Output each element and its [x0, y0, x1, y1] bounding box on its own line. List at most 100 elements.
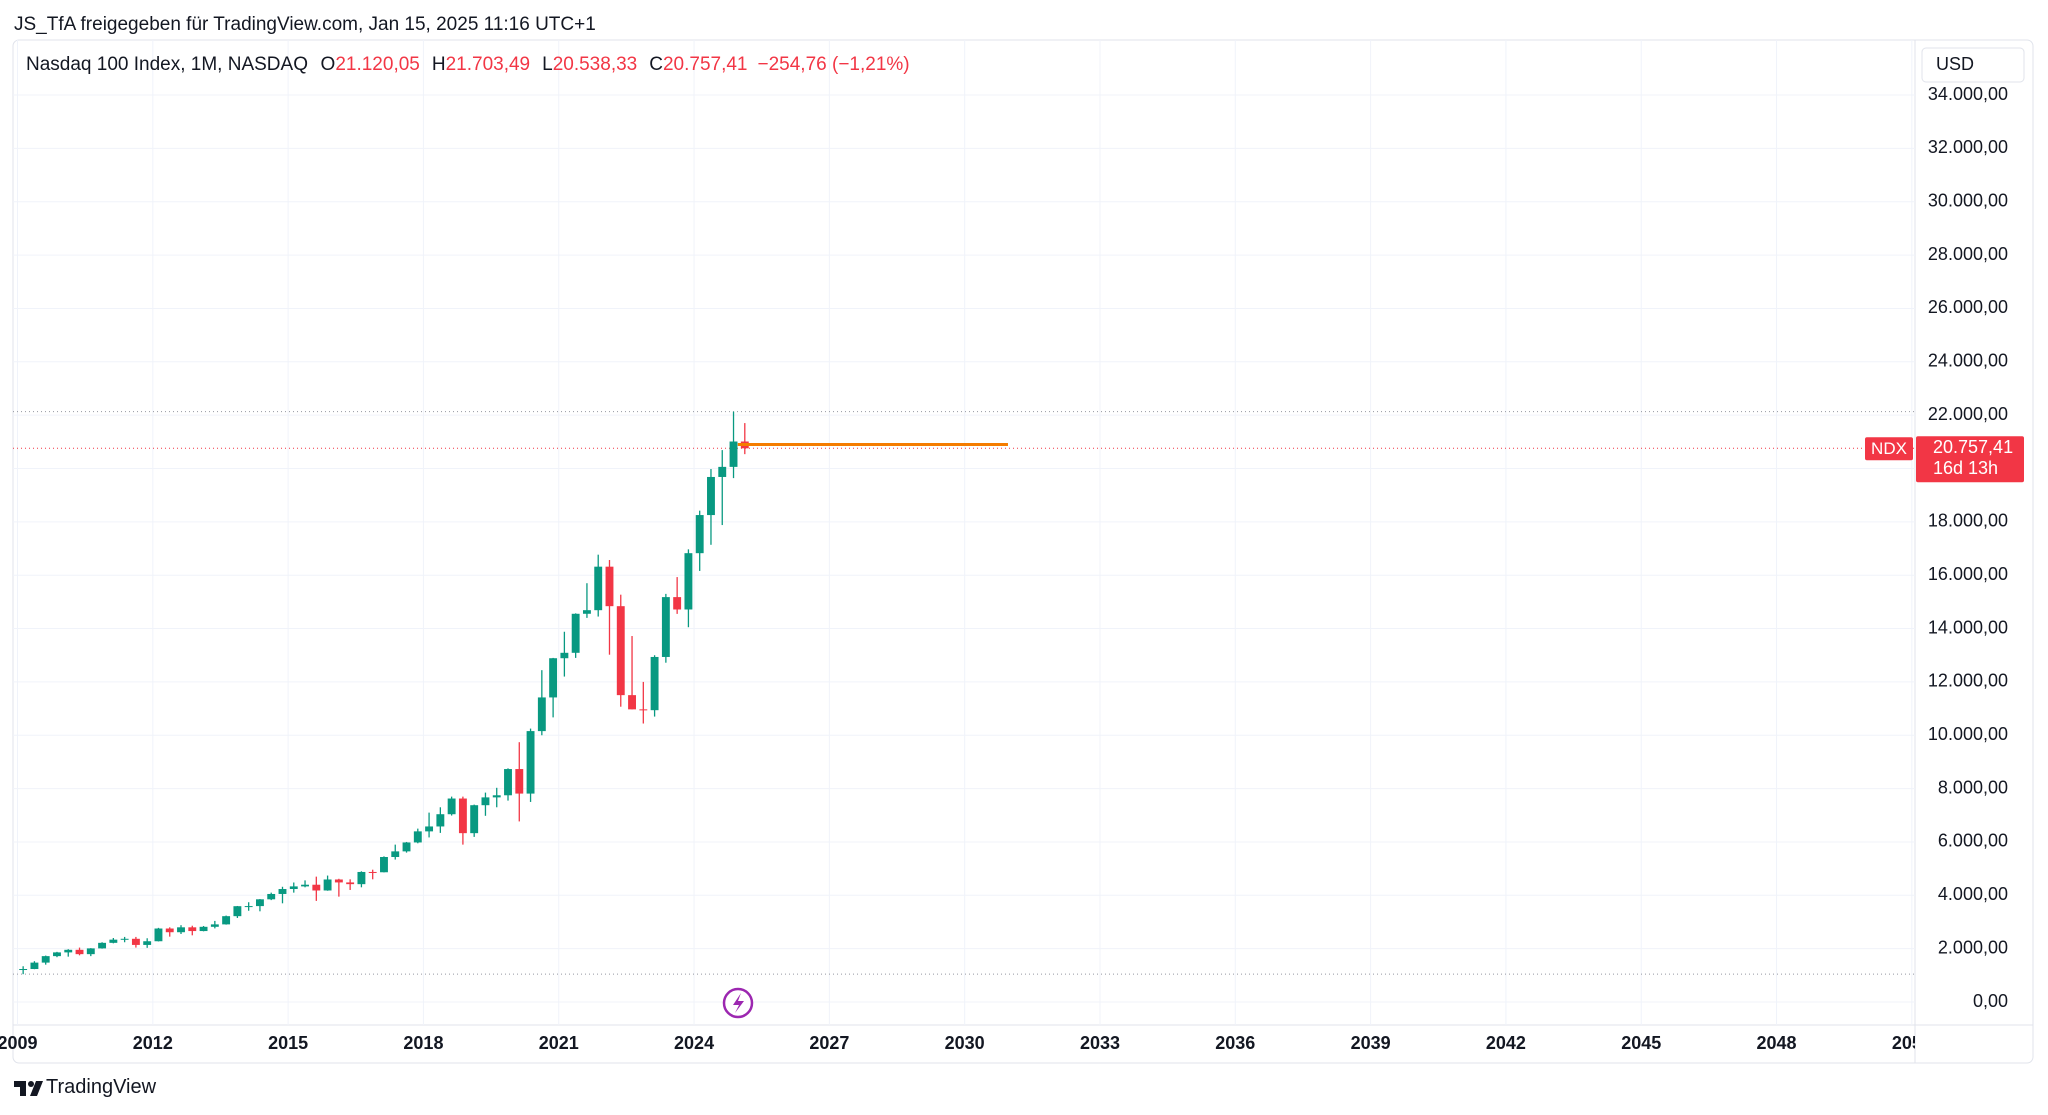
- candle-body: [86, 948, 95, 955]
- candle-body: [571, 613, 580, 653]
- candle-body: [673, 597, 682, 610]
- price-label: 20.757,41: [1933, 437, 2013, 457]
- marks: [13, 411, 1915, 975]
- x-tick-label: 2018: [403, 1033, 443, 1053]
- candle-body: [605, 566, 614, 607]
- candle-body: [639, 709, 648, 711]
- candle-body: [537, 697, 546, 732]
- legend-key: L: [542, 54, 553, 75]
- candle-body: [628, 695, 636, 710]
- candle-body: [143, 941, 152, 945]
- candle-body: [718, 466, 727, 477]
- legend-value: 21.703,49: [445, 54, 531, 75]
- candle-body: [492, 795, 501, 798]
- legend-key: O: [320, 54, 336, 75]
- tradingview-logo: [14, 1081, 43, 1096]
- x-tick-label: 2012: [133, 1033, 173, 1053]
- y-tick-label: 30.000,00: [1928, 191, 2008, 211]
- candle-body: [301, 884, 309, 887]
- y-tick-label: 4.000,00: [1938, 884, 2008, 904]
- candle-body: [526, 731, 535, 794]
- candle-body: [312, 884, 321, 891]
- legend-value: 20.538,33: [552, 54, 638, 75]
- y-tick-label: 34.000,00: [1928, 84, 2008, 104]
- y-tick-label: 12.000,00: [1928, 671, 2008, 691]
- legend: Nasdaq 100 Index, 1M, NASDAQ O21.120,05 H…: [26, 54, 920, 76]
- candle-body: [64, 949, 73, 953]
- candle-body: [582, 610, 591, 614]
- candle-body: [402, 842, 411, 852]
- alert-icon[interactable]: [722, 987, 754, 1019]
- y-tick-label: 2.000,00: [1938, 937, 2008, 957]
- y-tick-label: 14.000,00: [1928, 617, 2008, 637]
- x-tick-label: 2015: [268, 1033, 308, 1053]
- candle-body: [661, 597, 670, 657]
- x-tick-label: 2045: [1621, 1033, 1661, 1053]
- x-tick-label: 2048: [1757, 1033, 1797, 1053]
- candle-body: [210, 924, 219, 927]
- x-tick-label: 2033: [1080, 1033, 1120, 1053]
- candle-body: [515, 769, 524, 794]
- x-tick-label: 2051: [1892, 1033, 1932, 1053]
- x-tick-label: 2009: [0, 1033, 38, 1053]
- y-tick-label: 32.000,00: [1928, 137, 2008, 157]
- y-tick-label: 8.000,00: [1938, 777, 2008, 797]
- y-tick-label: 26.000,00: [1928, 297, 2008, 317]
- candle-body: [380, 857, 388, 873]
- candle-body: [154, 928, 163, 942]
- candle-body: [729, 441, 738, 467]
- candle-body: [368, 871, 377, 873]
- candle-body: [98, 942, 107, 949]
- axes: 0,00 2.000,00 4.000,00 6.000,00 8.000,00 10.0…: [0, 84, 2024, 1053]
- x-tick-label: 2039: [1351, 1033, 1391, 1053]
- x-tick-label: 2027: [809, 1033, 849, 1053]
- x-tick-label: 2030: [945, 1033, 985, 1053]
- candle-body: [165, 928, 174, 933]
- candle-body: [560, 652, 569, 659]
- candle-body: [177, 927, 185, 933]
- candle-body: [447, 798, 456, 815]
- y-tick-label: 16.000,00: [1928, 564, 2008, 584]
- legend-value: 20.757,41: [662, 54, 748, 75]
- x-tick-label: 2024: [674, 1033, 714, 1053]
- legend-value: 21.120,05: [335, 54, 420, 75]
- symbol-label: NDX: [1871, 439, 1907, 458]
- candle-body: [616, 606, 625, 696]
- symbol-title: Nasdaq 100 Index, 1M, NASDAQ: [26, 54, 308, 75]
- x-tick-labels: 2009 2012 2015 2018 2021 2024 2027 2030 2033 2036…: [0, 1033, 1932, 1053]
- symbol-badge: [1865, 437, 1913, 461]
- candle-body: [334, 879, 343, 883]
- candle-body: [436, 814, 445, 827]
- legend-change: −254,76 (−1,21%): [757, 54, 910, 75]
- candle-body: [684, 553, 693, 610]
- currency-box[interactable]: [1921, 47, 2025, 83]
- x-tick-label: 2036: [1215, 1033, 1255, 1053]
- candle-body: [549, 658, 558, 698]
- candle-body: [323, 879, 332, 891]
- candle-body: [53, 952, 61, 957]
- candle-body: [650, 656, 659, 711]
- candle-body: [346, 882, 355, 885]
- chart-frame: [12, 39, 2034, 1064]
- candle-body: [255, 899, 264, 907]
- candle-body: [278, 889, 287, 894]
- candle-body: [504, 769, 512, 796]
- footer: TradingView: [46, 1076, 157, 1098]
- price-badge: [1916, 436, 2024, 483]
- candle-body: [109, 939, 118, 943]
- candle-body: [120, 938, 129, 940]
- candle-body: [357, 871, 366, 885]
- y-tick-label: 24.000,00: [1928, 351, 2008, 371]
- y-tick-label: 10.000,00: [1928, 724, 2008, 744]
- currency[interactable]: USD: [1936, 54, 1974, 74]
- candle-body: [267, 893, 276, 900]
- candle-body: [222, 916, 231, 925]
- x-tick-label: 2042: [1486, 1033, 1526, 1053]
- grid: [13, 40, 1915, 1025]
- y-tick-label: 6.000,00: [1938, 831, 2008, 851]
- candle-body: [30, 962, 39, 970]
- y-tick-label: 0,00: [1973, 991, 2008, 1011]
- candle-body: [481, 797, 490, 806]
